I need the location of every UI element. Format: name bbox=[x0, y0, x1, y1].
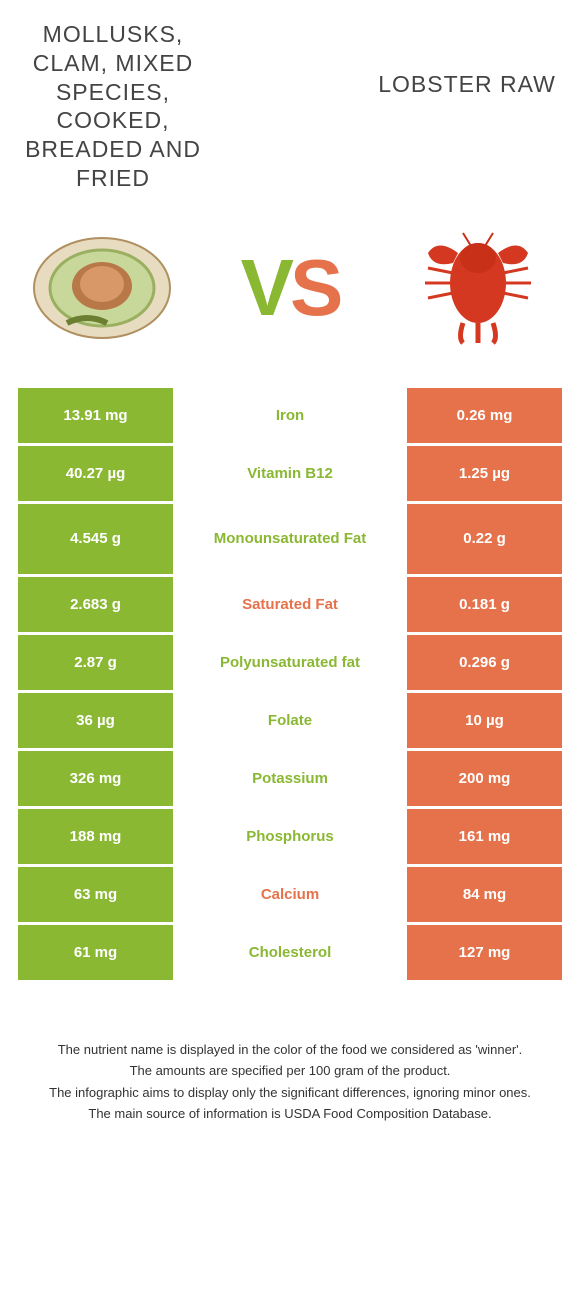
infographic-container: MOLLUSKS, CLAM, MIXED SPECIES, COOKED, B… bbox=[0, 0, 580, 1146]
right-value: 127 mg bbox=[407, 925, 562, 980]
footer-line: The amounts are specified per 100 gram o… bbox=[24, 1061, 556, 1081]
right-value: 200 mg bbox=[407, 751, 562, 806]
left-value: 61 mg bbox=[18, 925, 173, 980]
nutrient-label: Iron bbox=[173, 388, 407, 443]
right-value: 161 mg bbox=[407, 809, 562, 864]
footer-line: The nutrient name is displayed in the co… bbox=[24, 1040, 556, 1060]
left-food-title: MOLLUSKS, CLAM, MIXED SPECIES, COOKED, B… bbox=[18, 20, 208, 193]
right-value: 1.25 µg bbox=[407, 446, 562, 501]
footer-line: The infographic aims to display only the… bbox=[24, 1083, 556, 1103]
left-value: 326 mg bbox=[18, 751, 173, 806]
table-row: 13.91 mgIron0.26 mg bbox=[18, 388, 562, 443]
table-row: 326 mgPotassium200 mg bbox=[18, 751, 562, 806]
table-row: 36 µgFolate10 µg bbox=[18, 693, 562, 748]
nutrient-label: Phosphorus bbox=[173, 809, 407, 864]
images-row: VS bbox=[18, 223, 562, 353]
left-value: 40.27 µg bbox=[18, 446, 173, 501]
nutrient-label: Folate bbox=[173, 693, 407, 748]
table-row: 40.27 µgVitamin B121.25 µg bbox=[18, 446, 562, 501]
nutrient-label: Calcium bbox=[173, 867, 407, 922]
titles-row: MOLLUSKS, CLAM, MIXED SPECIES, COOKED, B… bbox=[18, 20, 562, 193]
left-value: 2.87 g bbox=[18, 635, 173, 690]
table-row: 2.87 gPolyunsaturated fat0.296 g bbox=[18, 635, 562, 690]
vs-s: S bbox=[290, 243, 339, 332]
right-food-title: LOBSTER RAW bbox=[372, 20, 562, 193]
footer-line: The main source of information is USDA F… bbox=[24, 1104, 556, 1124]
right-value: 0.296 g bbox=[407, 635, 562, 690]
left-value: 188 mg bbox=[18, 809, 173, 864]
left-value: 63 mg bbox=[18, 867, 173, 922]
right-value: 0.26 mg bbox=[407, 388, 562, 443]
right-value: 0.181 g bbox=[407, 577, 562, 632]
right-value: 10 µg bbox=[407, 693, 562, 748]
left-value: 13.91 mg bbox=[18, 388, 173, 443]
nutrient-label: Monounsaturated Fat bbox=[173, 504, 407, 574]
left-value: 2.683 g bbox=[18, 577, 173, 632]
nutrient-label: Polyunsaturated fat bbox=[173, 635, 407, 690]
right-food-image bbox=[398, 223, 558, 353]
comparison-table: 13.91 mgIron0.26 mg40.27 µgVitamin B121.… bbox=[18, 388, 562, 980]
vs-v: V bbox=[241, 243, 290, 332]
left-food-image bbox=[22, 223, 182, 353]
nutrient-label: Saturated Fat bbox=[173, 577, 407, 632]
table-row: 63 mgCalcium84 mg bbox=[18, 867, 562, 922]
nutrient-label: Vitamin B12 bbox=[173, 446, 407, 501]
nutrient-label: Cholesterol bbox=[173, 925, 407, 980]
table-row: 188 mgPhosphorus161 mg bbox=[18, 809, 562, 864]
table-row: 61 mgCholesterol127 mg bbox=[18, 925, 562, 980]
vs-label: VS bbox=[241, 248, 340, 328]
table-row: 4.545 gMonounsaturated Fat0.22 g bbox=[18, 504, 562, 574]
right-value: 84 mg bbox=[407, 867, 562, 922]
footer-notes: The nutrient name is displayed in the co… bbox=[18, 1040, 562, 1124]
left-value: 36 µg bbox=[18, 693, 173, 748]
right-value: 0.22 g bbox=[407, 504, 562, 574]
nutrient-label: Potassium bbox=[173, 751, 407, 806]
table-row: 2.683 gSaturated Fat0.181 g bbox=[18, 577, 562, 632]
left-value: 4.545 g bbox=[18, 504, 173, 574]
